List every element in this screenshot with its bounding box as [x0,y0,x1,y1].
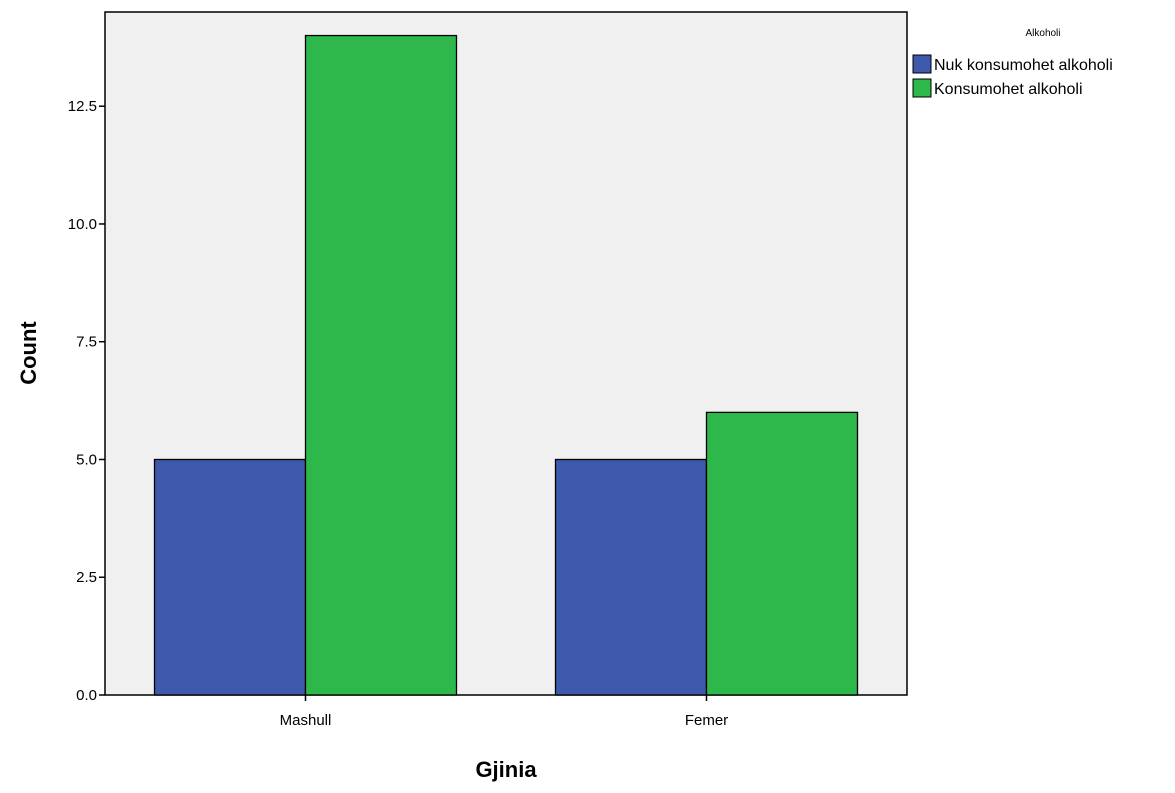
legend-title: Alkoholi [1025,28,1060,39]
legend-label: Konsumohet alkoholi [934,81,1083,98]
bar-femer-series-2 [705,411,859,696]
x-axis-title: Gjinia [475,757,537,782]
y-tick-label: 7.5 [76,334,97,351]
y-axis: 0.0 2.5 5.0 7.5 10.0 12.5 [68,98,105,704]
y-tick-label: 5.0 [76,451,97,468]
y-tick-label: 10.0 [68,216,97,233]
x-tick-label: Mashull [280,712,332,729]
legend-swatch [912,54,932,74]
legend: Nuk konsumohet alkoholi Konsumohet alkoho… [912,54,1113,98]
x-axis: Mashull Femer [280,695,728,729]
legend-label: Nuk konsumohet alkoholi [934,57,1113,74]
y-tick-label: 0.0 [76,687,97,704]
bars-group [153,34,859,696]
bar-femer-series-1 [554,458,708,696]
y-axis-title: Count [16,321,41,385]
y-tick-label: 12.5 [68,98,97,115]
legend-swatch [912,78,932,98]
bar-mashull-series-2 [304,34,458,696]
bar-mashull-series-1 [153,458,307,696]
y-tick-label: 2.5 [76,569,97,586]
x-tick-label: Femer [685,712,728,729]
